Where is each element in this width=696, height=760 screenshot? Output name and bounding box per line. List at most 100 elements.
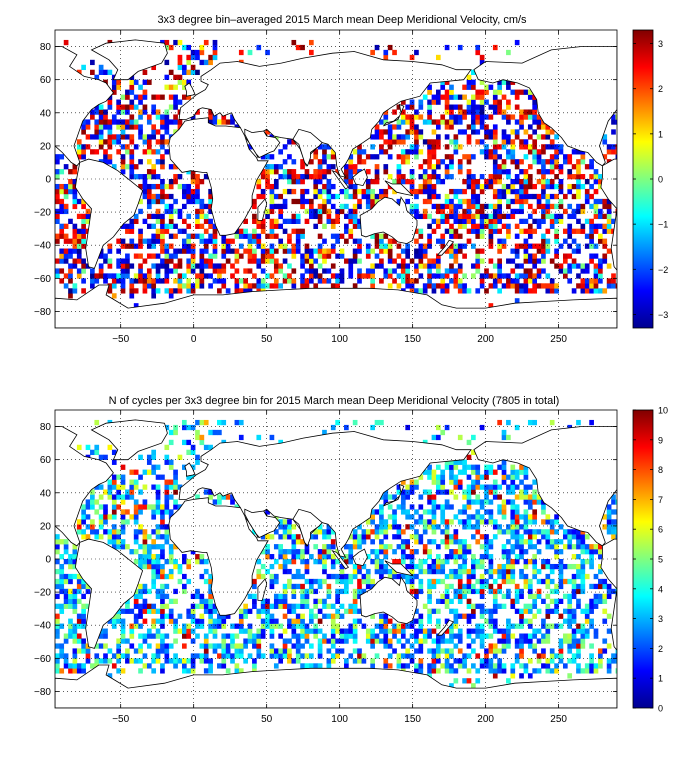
bin-cell: [107, 288, 113, 294]
bin-cell: [497, 583, 502, 590]
bin-cell: [418, 99, 424, 105]
bin-cell: [326, 658, 332, 664]
bin-cell: [387, 283, 393, 289]
bin-cell: [168, 598, 174, 604]
bin-cell: [335, 213, 340, 220]
bin-cell: [519, 109, 524, 115]
bin-cell: [155, 489, 161, 495]
bin-cell: [440, 559, 446, 565]
bin-cell: [317, 628, 323, 634]
bin-cell: [273, 618, 279, 624]
bin-cell: [287, 653, 292, 659]
bin-cell: [510, 504, 516, 510]
bin-cell: [85, 119, 91, 125]
bin-cell: [453, 623, 459, 629]
bin-cell: [449, 573, 454, 580]
bin-cell: [379, 539, 384, 545]
bin-cell: [287, 583, 292, 590]
bin-cell: [221, 663, 227, 669]
bin-cell: [260, 268, 266, 274]
bin-cell: [545, 573, 551, 580]
bin-cell: [291, 603, 297, 609]
bin-cell: [598, 593, 603, 600]
bin-cell: [68, 179, 73, 185]
bin-cell: [431, 469, 437, 475]
bin-cell: [549, 648, 555, 654]
bin-cell: [396, 658, 402, 664]
bin-cell: [317, 233, 323, 239]
bin-cell: [379, 134, 384, 140]
bin-cell: [558, 613, 564, 619]
bin-cell: [593, 203, 599, 210]
bin-cell: [409, 179, 415, 185]
bin-cell: [155, 484, 161, 490]
bin-cell: [514, 243, 520, 249]
bin-cell: [291, 169, 297, 175]
bin-cell: [431, 559, 437, 565]
bin-cell: [611, 119, 616, 125]
bin-cell: [186, 188, 192, 195]
bin-cell: [545, 238, 551, 244]
bin-cell: [435, 94, 441, 100]
bin-cell: [85, 134, 91, 140]
bin-cell: [55, 188, 60, 195]
bin-cell: [479, 608, 485, 614]
bin-cell: [322, 223, 327, 229]
bin-cell: [449, 623, 454, 629]
bin-cell: [471, 273, 476, 279]
bin-cell: [387, 238, 393, 244]
bin-cell: [514, 283, 520, 289]
bin-cell: [400, 109, 406, 115]
bin-cell: [370, 49, 375, 56]
bin-cell: [151, 109, 157, 115]
bin-cell: [155, 494, 161, 500]
bin-cell: [593, 628, 599, 634]
bin-cell: [282, 603, 288, 609]
bin-cell: [471, 648, 476, 654]
bin-cell: [59, 573, 65, 580]
bin-cell: [186, 213, 192, 220]
bin-cell: [523, 618, 529, 624]
bin-cell: [295, 658, 301, 664]
bin-cell: [532, 479, 538, 485]
bin-cell: [208, 623, 213, 629]
bin-cell: [146, 159, 152, 165]
bin-cell: [260, 623, 266, 629]
bin-cell: [418, 248, 424, 254]
bin-cell: [317, 663, 323, 669]
bin-cell: [238, 613, 244, 619]
bin-cell: [361, 193, 367, 200]
bin-cell: [475, 129, 481, 135]
bin-cell: [129, 243, 135, 249]
bin-cell: [562, 268, 568, 274]
bin-cell: [195, 633, 200, 639]
bin-cell: [488, 633, 494, 639]
bin-cell: [576, 419, 581, 426]
bin-cell: [514, 179, 520, 185]
bin-cell: [195, 618, 200, 624]
bin-cell: [238, 49, 244, 56]
bin-cell: [457, 469, 463, 475]
bin-cell: [265, 608, 270, 614]
bin-cell: [532, 648, 538, 654]
bin-cell: [168, 213, 174, 220]
bin-cell: [308, 263, 314, 269]
bin-cell: [431, 479, 437, 485]
bin-cell: [273, 663, 279, 669]
bin-cell: [488, 663, 494, 669]
bin-cell: [133, 273, 139, 279]
bin-cell: [221, 618, 227, 624]
bin-cell: [444, 499, 450, 505]
bin-cell: [173, 499, 178, 505]
bin-cell: [536, 159, 542, 165]
bin-cell: [282, 188, 288, 195]
bin-cell: [471, 228, 476, 234]
bin-cell: [55, 568, 60, 575]
bin-cell: [466, 134, 472, 140]
bin-cell: [571, 628, 577, 634]
bin-cell: [400, 149, 406, 155]
bin-cell: [492, 164, 498, 170]
bin-cell: [190, 449, 196, 455]
bin-cell: [348, 193, 354, 200]
bin-cell: [129, 608, 135, 614]
